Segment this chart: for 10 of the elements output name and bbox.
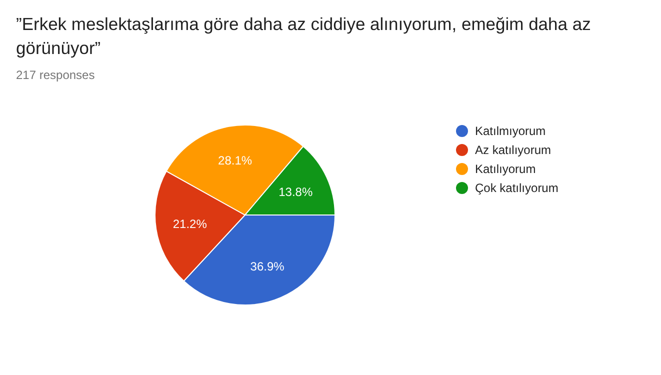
text: 217 responses <box>16 68 95 82</box>
data-label: 36.9% <box>250 259 285 274</box>
legend-label: Çok katılıyorum <box>475 181 558 196</box>
data-label: 13.8% <box>278 184 313 199</box>
legend-label: Katılmıyorum <box>475 124 546 138</box>
data-label: 21.2% <box>172 216 208 231</box>
legend-label: Az katılıyorum <box>475 143 552 158</box>
data-label: 28.1% <box>218 153 252 168</box>
legend-label: Katılıyorum <box>475 162 536 176</box>
chart-title: ”Erkek meslektaşlarıma göre daha az ciddiye alınıyorum, emeğim daha az görünüyor” <box>16 14 591 58</box>
